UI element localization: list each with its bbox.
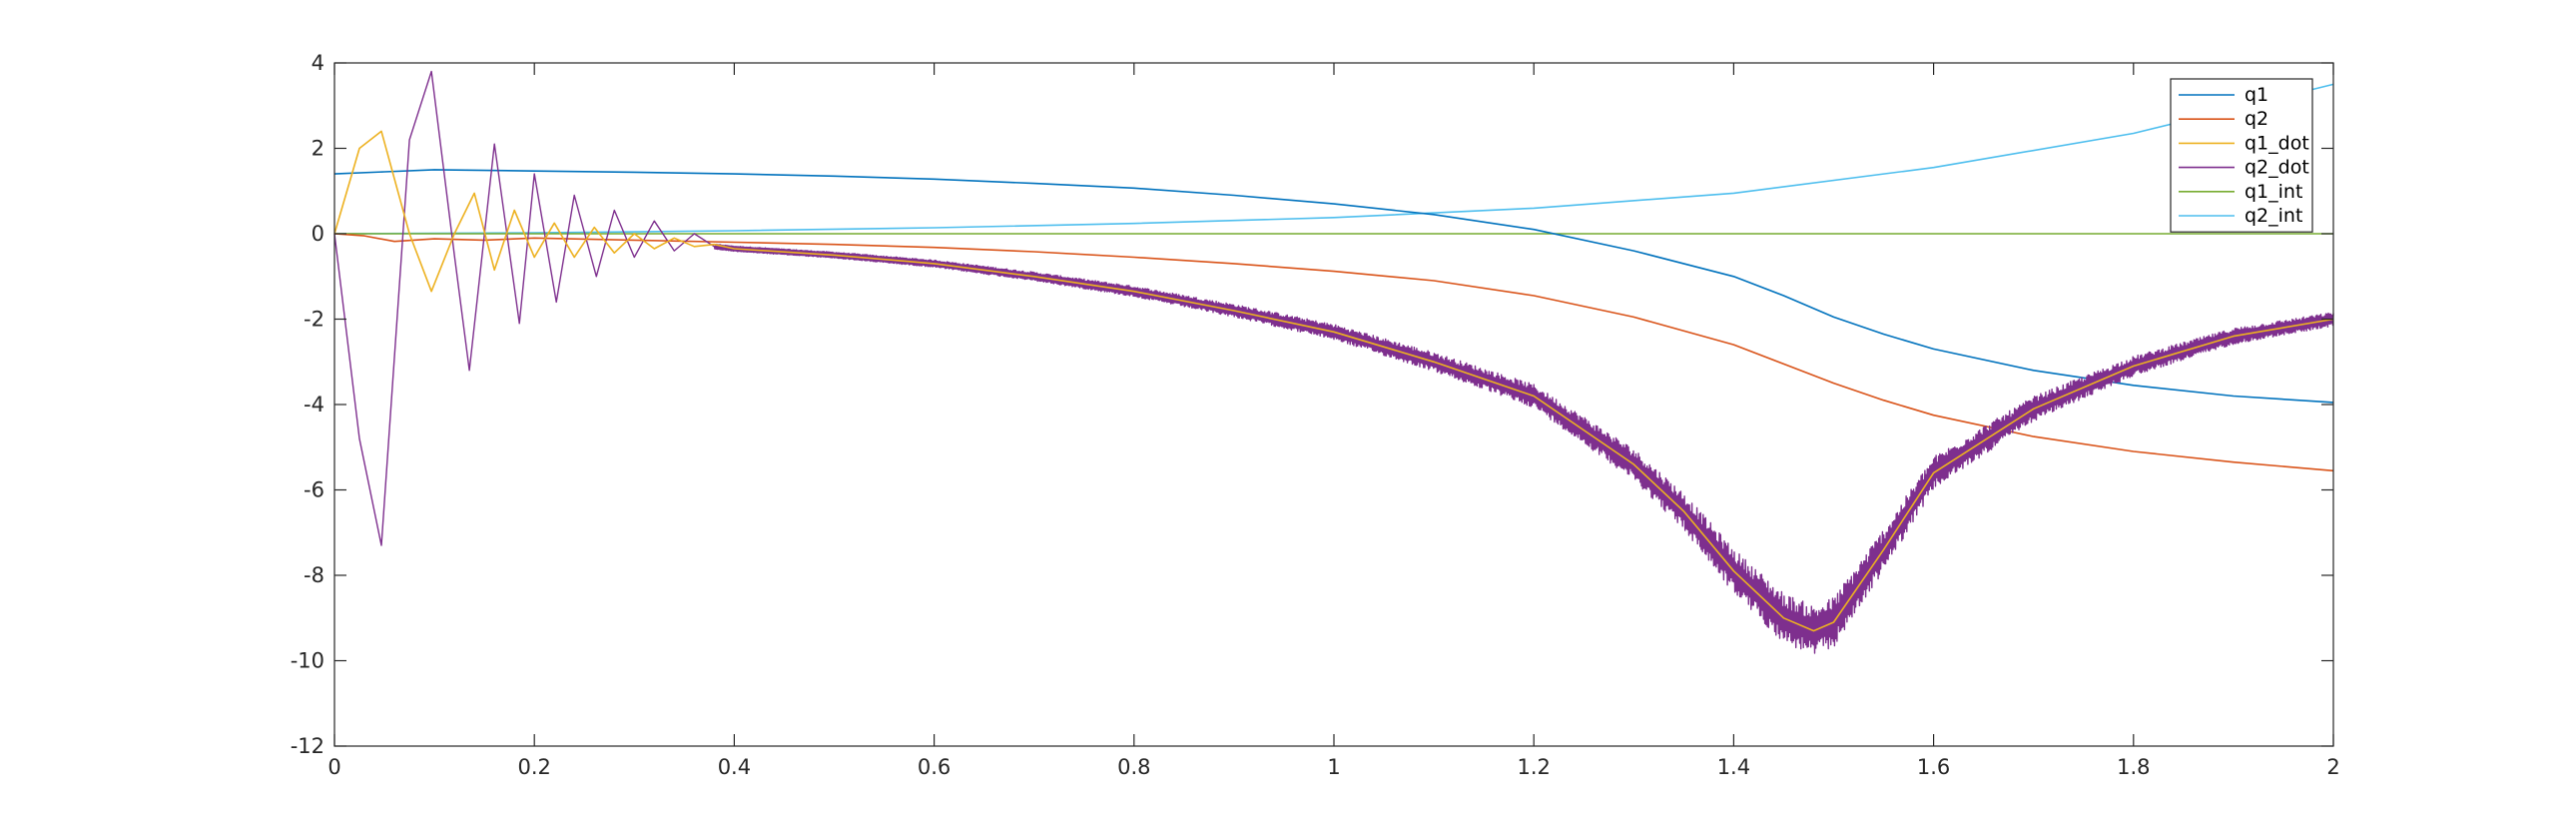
series-line-q1_dot — [333, 130, 2334, 632]
x-tick-label: 1 — [1327, 755, 1340, 779]
y-tick-label: -12 — [291, 734, 324, 758]
x-tick-label: 0.4 — [718, 755, 751, 779]
y-tick-label: 2 — [312, 137, 324, 161]
series-line-q1 — [333, 169, 2334, 404]
series-line-q2_int — [333, 83, 2334, 235]
series-layer — [333, 70, 2334, 654]
axes-layer: 0 0.2 0.4 0.6 0.8 1 1.2 1.4 1.6 1.8 2 4 2 0 -2 -4 -6 -8 -1… — [291, 51, 2340, 779]
x-tick-label: 0 — [327, 755, 340, 779]
series-line-q2 — [333, 233, 2334, 472]
y-tick-label: 0 — [312, 222, 324, 246]
y-tick-label: 4 — [312, 51, 324, 75]
x-tick-label: 1.8 — [2117, 755, 2150, 779]
x-tick-label: 2 — [2326, 755, 2339, 779]
x-tick-label: 0.8 — [1117, 755, 1150, 779]
legend-label-q1: q1 — [2245, 84, 2268, 106]
x-tick-label: 0.6 — [918, 755, 951, 779]
x-tick-label: 1.2 — [1517, 755, 1550, 779]
legend-label-q2: q2 — [2245, 108, 2268, 130]
y-tick-label: -2 — [304, 308, 324, 332]
x-tick-label: 1.6 — [1917, 755, 1950, 779]
legend-label-q2_dot: q2_dot — [2245, 157, 2309, 179]
legend-label-q1_int: q1_int — [2245, 181, 2302, 203]
legend-label-q2_int: q2_int — [2245, 205, 2302, 227]
legend-box — [2170, 78, 2313, 233]
x-tick-label: 0.2 — [517, 755, 550, 779]
y-tick-label: -10 — [291, 649, 324, 673]
y-tick-label: -4 — [304, 393, 324, 417]
x-tick-label: 1.4 — [1717, 755, 1750, 779]
y-tick-label: -6 — [304, 478, 324, 502]
y-tick-label: -8 — [304, 563, 324, 587]
legend-label-q1_dot: q1_dot — [2245, 132, 2309, 154]
